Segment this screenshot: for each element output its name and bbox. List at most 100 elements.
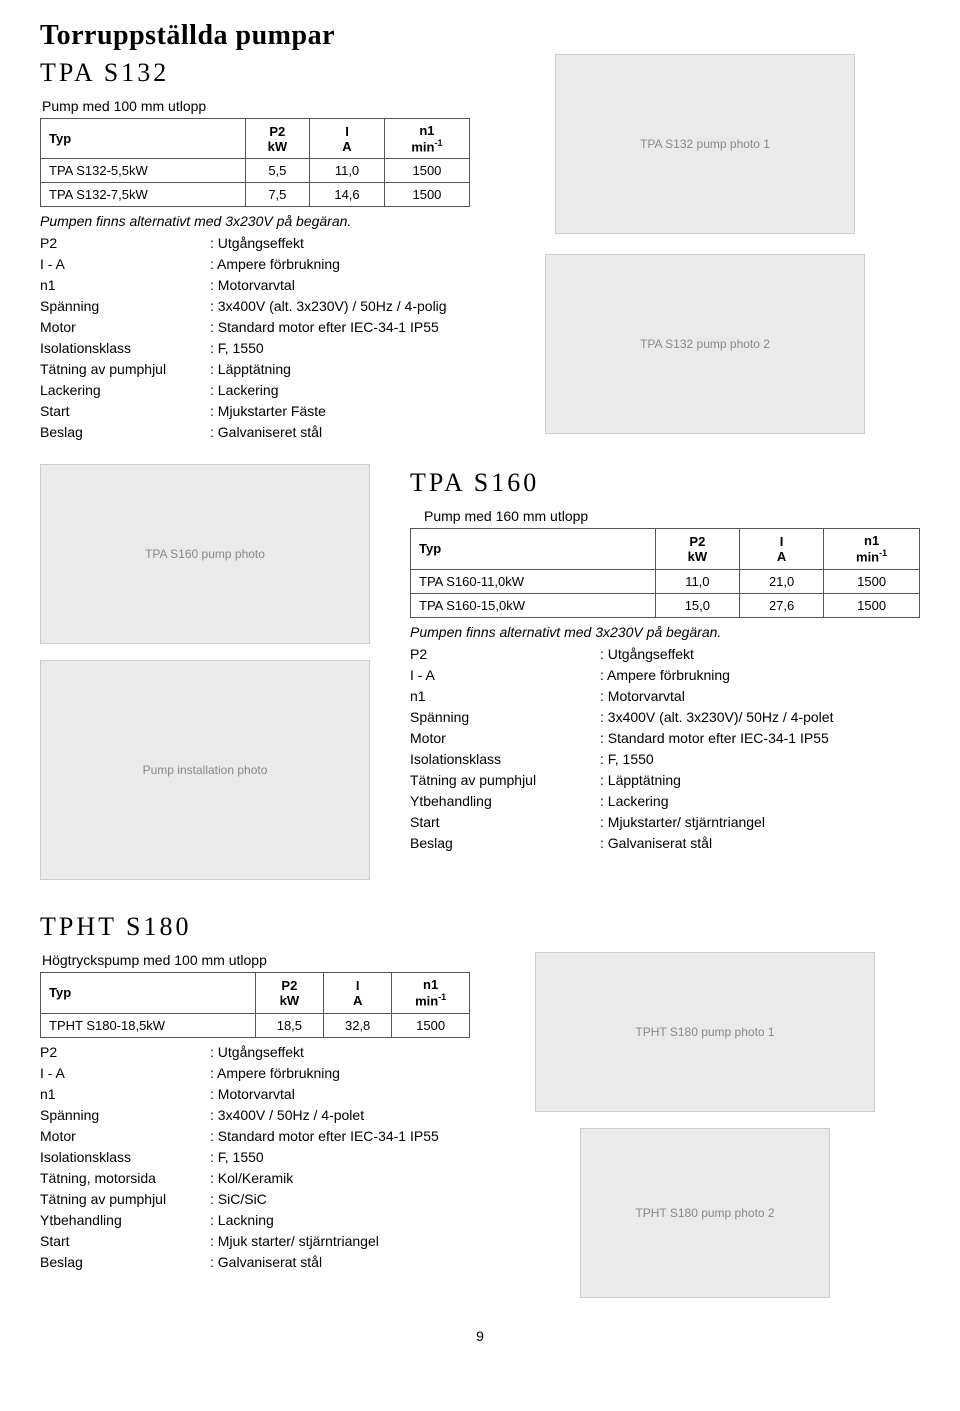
s160-caption: Pump med 160 mm utlopp	[424, 508, 920, 524]
spec-key: Start	[40, 403, 210, 419]
spec-key: I - A	[40, 1065, 210, 1081]
spec-val: : Galvaniseret stål	[210, 424, 470, 440]
cell-i: 11,0	[310, 159, 385, 183]
spec-key: Motor	[410, 730, 600, 746]
spec-key: I - A	[410, 667, 600, 683]
cell-i: 14,6	[310, 183, 385, 207]
cell-p2: 7,5	[245, 183, 310, 207]
spec-key: Motor	[40, 1128, 210, 1144]
spec-key: Isolationsklass	[410, 751, 600, 767]
s132-image-2: TPA S132 pump photo 2	[545, 254, 865, 434]
cell-n1: 1500	[824, 593, 920, 617]
spec-val: : Läpptätning	[210, 361, 470, 377]
th-typ: Typ	[41, 973, 256, 1013]
spec-key: P2	[40, 235, 210, 251]
cell-n1: 1500	[824, 569, 920, 593]
s180-spec-list: P2: Utgångseffekt I - A: Ampere förbrukn…	[40, 1044, 470, 1270]
spec-key: n1	[40, 277, 210, 293]
s180-table: Typ P2kW IA n1min-1 TPHT S180-18,5kW 18,…	[40, 972, 470, 1037]
s132-image-1: TPA S132 pump photo 1	[555, 54, 855, 234]
s160-note: Pumpen finns alternativt med 3x230V på b…	[410, 624, 920, 640]
spec-val: : Motorvarvtal	[600, 688, 920, 704]
cell-p2: 11,0	[655, 569, 739, 593]
spec-val: : 3x400V (alt. 3x230V)/ 50Hz / 4-polet	[600, 709, 920, 725]
cell-i: 21,0	[739, 569, 823, 593]
spec-val: : SiC/SiC	[210, 1191, 470, 1207]
cell-typ: TPHT S180-18,5kW	[41, 1013, 256, 1037]
spec-val: : Standard motor efter IEC-34-1 IP55	[210, 1128, 470, 1144]
s132-caption: Pump med 100 mm utlopp	[42, 98, 470, 114]
section-s180: TPHT S180 Högtryckspump med 100 mm utlop…	[40, 912, 920, 1298]
spec-val: : Utgångseffekt	[210, 235, 470, 251]
s132-title: TPA S132	[40, 58, 470, 88]
s180-image-2: TPHT S180 pump photo 2	[580, 1128, 830, 1298]
spec-val: : Utgångseffekt	[600, 646, 920, 662]
th-n1: n1min-1	[392, 973, 470, 1013]
spec-key: n1	[410, 688, 600, 704]
section-s160: TPA S160 pump photo Pump installation ph…	[40, 464, 920, 880]
spec-val: : Standard motor efter IEC-34-1 IP55	[600, 730, 920, 746]
spec-val: : Lackering	[600, 793, 920, 809]
spec-val: : Motorvarvtal	[210, 277, 470, 293]
spec-val: : Mjukstarter/ stjärntriangel	[600, 814, 920, 830]
spec-val: : Utgångseffekt	[210, 1044, 470, 1060]
th-i: IA	[739, 529, 823, 569]
spec-key: Beslag	[40, 424, 210, 440]
spec-val: : Mjuk starter/ stjärntriangel	[210, 1233, 470, 1249]
spec-val: : 3x400V (alt. 3x230V) / 50Hz / 4-polig	[210, 298, 470, 314]
spec-key: Isolationsklass	[40, 1149, 210, 1165]
spec-key: Start	[410, 814, 600, 830]
s160-table: Typ P2kW IA n1min-1 TPA S160-11,0kW 11,0…	[410, 528, 920, 617]
spec-val: : Galvaniserat stål	[210, 1254, 470, 1270]
spec-key: Tätning av pumphjul	[40, 361, 210, 377]
cell-typ: TPA S160-11,0kW	[411, 569, 656, 593]
spec-val: : F, 1550	[210, 1149, 470, 1165]
cell-p2: 18,5	[255, 1013, 323, 1037]
th-p2: P2kW	[245, 119, 310, 159]
spec-val: : Kol/Keramik	[210, 1170, 470, 1186]
spec-key: P2	[40, 1044, 210, 1060]
page-main-title: Torruppställda pumpar	[40, 20, 920, 52]
s180-title: TPHT S180	[40, 912, 920, 942]
cell-n1: 1500	[384, 159, 469, 183]
table-row: TPA S160-15,0kW 15,0 27,6 1500	[411, 593, 920, 617]
spec-key: Beslag	[40, 1254, 210, 1270]
spec-val: : Ampere förbrukning	[210, 1065, 470, 1081]
spec-val: : Standard motor efter IEC-34-1 IP55	[210, 319, 470, 335]
s132-table: Typ P2kW IA n1min-1 TPA S132-5,5kW 5,5 1…	[40, 118, 470, 207]
spec-key: n1	[40, 1086, 210, 1102]
spec-val: : Ampere förbrukning	[210, 256, 470, 272]
spec-key: Beslag	[410, 835, 600, 851]
spec-key: Spänning	[40, 1107, 210, 1123]
th-i: IA	[324, 973, 392, 1013]
page-number: 9	[40, 1328, 920, 1344]
th-p2: P2kW	[655, 529, 739, 569]
spec-key: I - A	[40, 256, 210, 272]
spec-key: Start	[40, 1233, 210, 1249]
cell-i: 32,8	[324, 1013, 392, 1037]
spec-key: Ytbehandling	[40, 1212, 210, 1228]
th-typ: Typ	[41, 119, 246, 159]
th-i: IA	[310, 119, 385, 159]
spec-val: : 3x400V / 50Hz / 4-polet	[210, 1107, 470, 1123]
spec-val: : F, 1550	[210, 340, 470, 356]
s160-spec-list: P2: Utgångseffekt I - A: Ampere förbrukn…	[410, 646, 920, 851]
cell-typ: TPA S132-7,5kW	[41, 183, 246, 207]
th-p2: P2kW	[255, 973, 323, 1013]
cell-typ: TPA S132-5,5kW	[41, 159, 246, 183]
s132-note: Pumpen finns alternativt med 3x230V på b…	[40, 213, 470, 229]
spec-key: Tätning, motorsida	[40, 1170, 210, 1186]
cell-p2: 5,5	[245, 159, 310, 183]
table-row: TPA S132-5,5kW 5,5 11,0 1500	[41, 159, 470, 183]
spec-val: : Lackering	[210, 382, 470, 398]
cell-p2: 15,0	[655, 593, 739, 617]
s160-image-2: Pump installation photo	[40, 660, 370, 880]
table-row: TPA S160-11,0kW 11,0 21,0 1500	[411, 569, 920, 593]
s132-spec-list: P2: Utgångseffekt I - A: Ampere förbrukn…	[40, 235, 470, 440]
spec-val: : Läpptätning	[600, 772, 920, 788]
s160-title: TPA S160	[410, 468, 920, 498]
cell-i: 27,6	[739, 593, 823, 617]
spec-key: Ytbehandling	[410, 793, 600, 809]
cell-n1: 1500	[392, 1013, 470, 1037]
spec-val: : F, 1550	[600, 751, 920, 767]
